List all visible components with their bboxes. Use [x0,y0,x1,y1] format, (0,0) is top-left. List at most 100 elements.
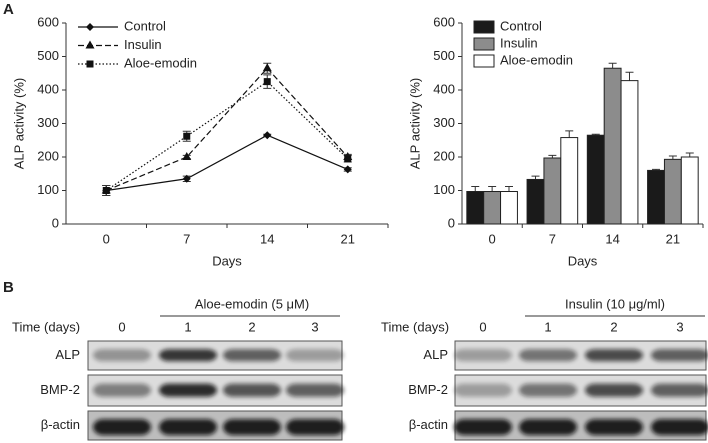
time-label: Time (days) [381,319,449,334]
marker [182,174,191,183]
y-tick-label: 0 [52,215,59,230]
x-tick-label: 7 [549,231,556,246]
y-tick-label: 300 [433,115,455,130]
blot-band [286,349,344,362]
x-tick-label: 14 [605,231,619,246]
x-axis-label: Days [212,253,242,268]
legend-label: Insulin [500,35,538,50]
row-label: β-actin [409,417,448,432]
lane-label: 1 [544,319,551,334]
x-tick-label: 0 [489,231,496,246]
bar [543,157,562,225]
legend-swatch [473,54,495,68]
blot-band [454,383,512,397]
x-tick-label: 21 [666,231,680,246]
line [106,134,348,192]
lane-label: 0 [479,319,486,334]
y-tick-label: 200 [37,148,59,163]
blot-band [93,349,151,362]
blot-band [585,419,643,436]
panel-label: A [3,1,14,18]
y-tick-label: 500 [433,48,455,63]
y-tick-label: 100 [37,182,59,197]
error-bar [625,71,634,81]
bar [620,80,639,225]
bar [586,134,605,225]
blot-band [93,383,151,397]
bar [647,169,665,225]
marker [85,40,95,49]
bar [483,191,502,225]
marker [344,155,352,163]
blot-band [223,383,281,397]
lane-label: 3 [311,319,318,334]
blot-band [93,419,151,436]
legend-label: Control [500,18,542,33]
blot-band [159,349,217,362]
lane-label: 1 [184,319,191,334]
y-tick-label: 600 [433,14,455,29]
marker [102,187,110,194]
marker [263,131,272,140]
marker [343,165,352,174]
marker [183,132,191,140]
treatment-label: Aloe-emodin (5 μM) [195,296,309,311]
bar [526,178,545,225]
lane-label: 3 [676,319,683,334]
y-tick-label: 200 [433,148,455,163]
y-tick-label: 400 [433,81,455,96]
bar [466,191,485,225]
y-axis-label: ALP activity (%) [407,78,422,170]
bar [560,137,579,225]
lane-label: 2 [610,319,617,334]
legend-label: Aloe-emodin [500,52,573,67]
error-bar [565,130,574,138]
y-tick-label: 300 [37,115,59,130]
blot-band [286,383,344,397]
blot-band [454,419,512,436]
y-tick-label: 0 [448,215,455,230]
error-bar [608,62,617,69]
marker [86,23,94,31]
legend-label: Insulin [124,37,162,52]
row-label: β-actin [41,417,80,432]
x-tick-label: 0 [103,231,110,246]
panel-label: B [3,279,14,296]
bar [500,191,518,225]
lane-label: 0 [118,319,125,334]
blot-band [286,419,344,436]
row-label: ALP [55,347,80,362]
y-axis-label: ALP activity (%) [11,78,26,170]
marker [263,78,271,86]
bar [680,156,699,225]
y-tick-label: 500 [37,48,59,63]
blot-band [585,349,643,362]
x-tick-label: 7 [183,231,190,246]
row-label: ALP [423,347,448,362]
blot-band [585,383,643,397]
blot-band [651,419,708,436]
row-label: BMP-2 [40,382,80,397]
blot-band [651,383,708,397]
legend-swatch [473,37,495,51]
time-label: Time (days) [12,319,80,334]
bar [663,158,682,225]
error-bar [504,185,513,192]
blot-band [454,349,512,362]
legend-swatch [473,20,495,34]
marker [262,63,272,72]
lane-label: 2 [248,319,255,334]
blot-band [519,383,577,397]
x-tick-label: 21 [341,231,355,246]
error-bar [531,175,540,180]
blot-band [223,349,281,362]
x-axis-label: Days [568,253,598,268]
blot-band [159,419,217,436]
error-bar [668,155,677,160]
blot-band [159,383,217,397]
marker [182,152,192,160]
x-tick-label: 14 [260,231,274,246]
blot-band [519,349,577,362]
y-tick-label: 400 [37,81,59,96]
